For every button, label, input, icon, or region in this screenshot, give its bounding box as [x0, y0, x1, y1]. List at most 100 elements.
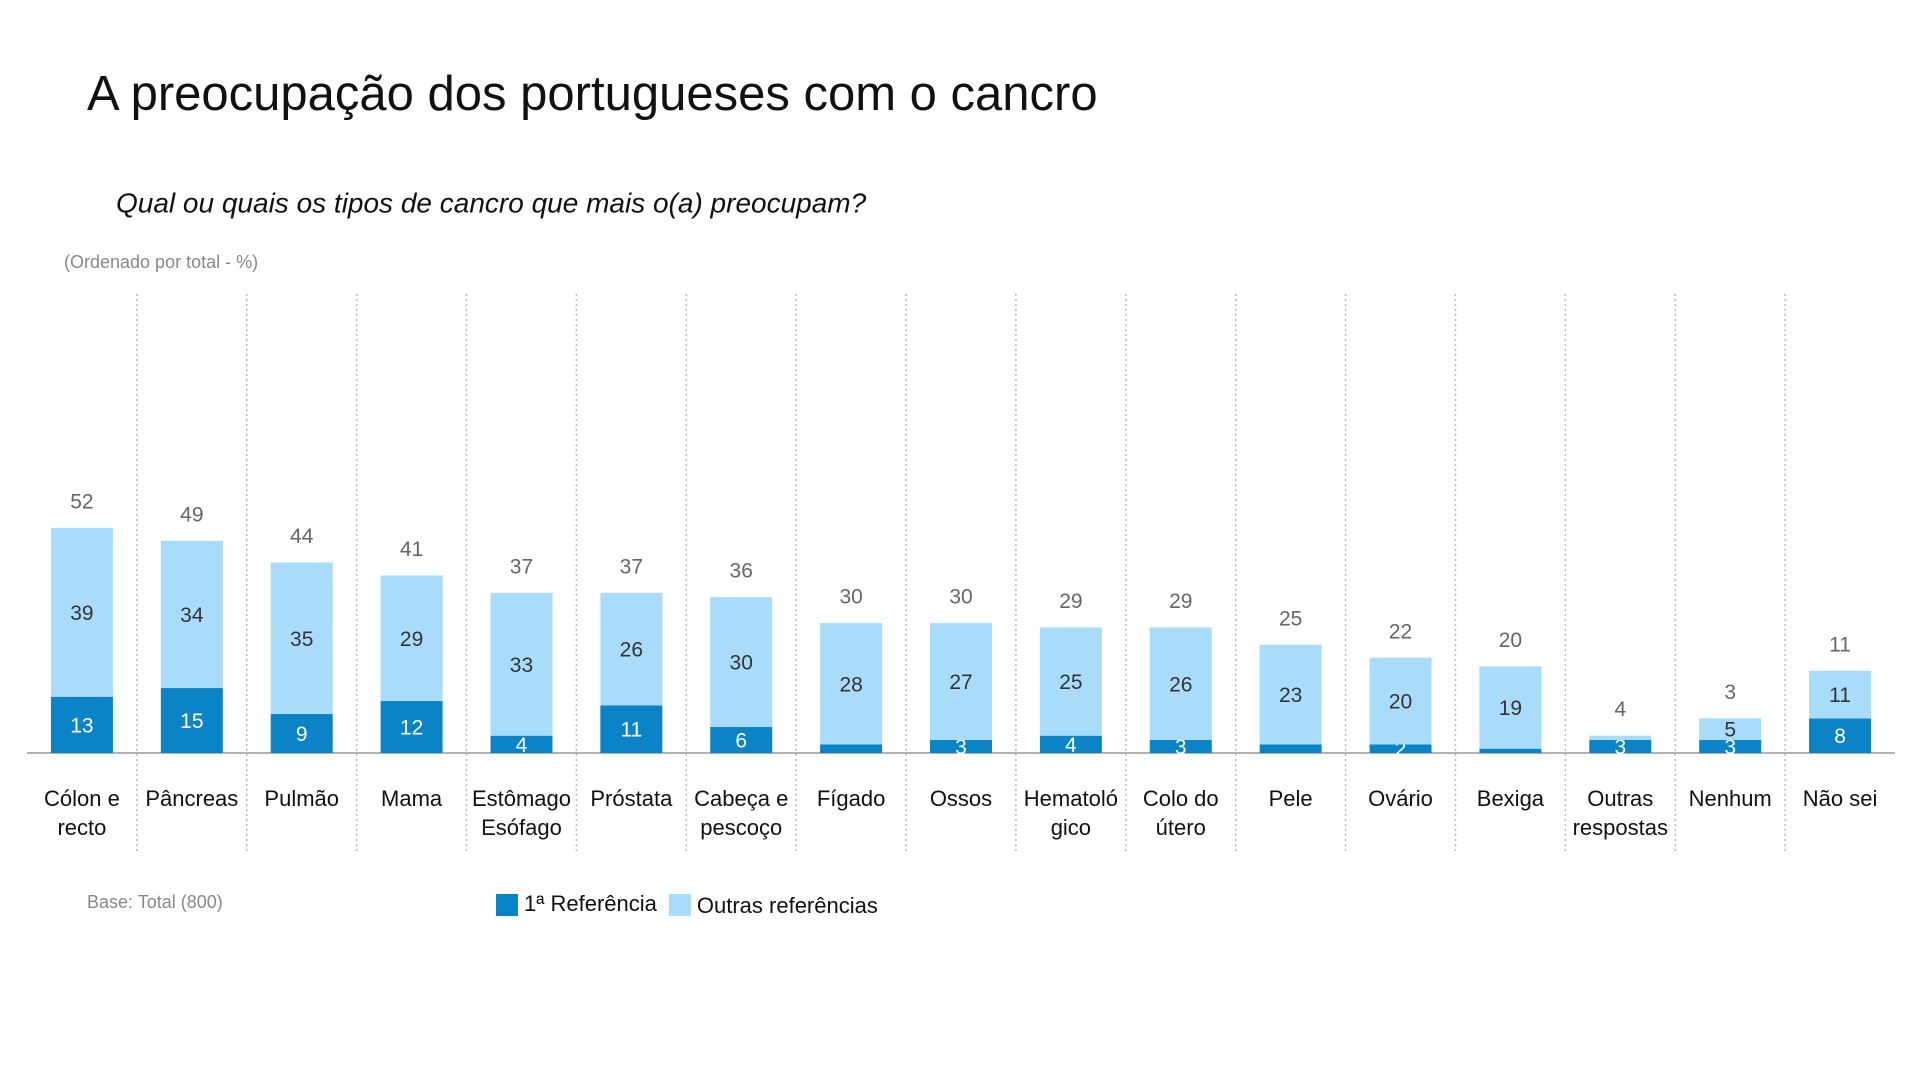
total-label: 22 [1389, 620, 1412, 643]
label-line: respostas [1573, 815, 1668, 840]
total-label: 41 [400, 538, 423, 561]
bar-segment [1809, 718, 1872, 753]
total-label: 30 [839, 586, 862, 609]
value-label: 23 [1279, 684, 1302, 707]
value-label: 15 [180, 710, 203, 733]
value-label: 9 [296, 723, 308, 746]
value-label: 27 [949, 671, 972, 694]
value-label: 28 [839, 673, 862, 696]
bar-segment [270, 714, 333, 753]
value-label: 3 [1614, 736, 1626, 759]
total-label: 29 [1059, 590, 1082, 613]
label-line: Cabeça e [694, 786, 788, 811]
value-label: 34 [180, 604, 204, 627]
x-tick-label: Ovário [1368, 786, 1433, 811]
value-label: 11 [1829, 684, 1851, 707]
label-line: Ossos [930, 786, 992, 811]
label-line: Pele [1269, 786, 1313, 811]
chart-subtitle: Qual ou quais os tipos de cancro que mai… [116, 187, 867, 218]
bar-segment [930, 740, 992, 753]
total-label: 37 [510, 555, 533, 578]
bar-segment [820, 623, 883, 745]
bar-segment [160, 540, 223, 689]
label-line: Nenhum [1689, 786, 1772, 811]
x-tick-label: Estômago Esófago [472, 786, 571, 840]
total-label: 44 [290, 525, 314, 548]
bar-segment [1149, 627, 1212, 741]
value-label: 6 [735, 730, 747, 753]
label-line: recto [57, 815, 106, 840]
x-tick-label: Pulmão [264, 786, 339, 811]
value-label: 25 [1059, 671, 1082, 694]
label-line: pescoço [700, 815, 782, 840]
total-label: 4 [1614, 698, 1626, 721]
bar-segment [380, 575, 443, 702]
value-label: 12 [400, 717, 423, 740]
label-line: Hematoló [1024, 786, 1118, 811]
label-line: Colo do [1143, 786, 1219, 811]
x-tick-label: Bexiga [1477, 786, 1545, 811]
bar-segment [1039, 735, 1102, 753]
value-label: 33 [510, 654, 533, 677]
x-tick-label: Ossos [930, 786, 992, 811]
bar-segment [1369, 744, 1432, 753]
legend-swatch [496, 894, 518, 916]
bar-segment [490, 592, 553, 736]
label-line: Outras [1587, 786, 1653, 811]
label-line: Pulmão [264, 786, 339, 811]
value-label: 20 [1389, 691, 1412, 714]
total-label: 36 [730, 560, 753, 583]
x-tick-label: Cólon e recto [44, 786, 120, 840]
total-label: 20 [1499, 629, 1522, 652]
value-label: 2 [1395, 738, 1407, 761]
legend-label: 1ª Referência [524, 891, 658, 916]
bar-segment [820, 744, 883, 753]
label-line: Cólon e [44, 786, 120, 811]
total-label: 25 [1279, 607, 1302, 630]
bar-segment [1699, 740, 1762, 753]
x-tick-label: Cabeça e pescoço [694, 786, 788, 840]
x-tick-label: Colo do útero [1143, 786, 1219, 840]
label-line: útero [1156, 815, 1206, 840]
label-line: Ovário [1368, 786, 1433, 811]
chart-note: (Ordenado por total - %) [64, 252, 258, 272]
x-tick-label: Hematoló gico [1024, 786, 1118, 840]
value-label: 26 [620, 639, 643, 662]
x-tick-label: Pâncreas [145, 786, 238, 811]
bar-segment [490, 735, 553, 753]
label-line: gico [1051, 815, 1091, 840]
bar-segment [1589, 740, 1652, 753]
footnote: Base: Total (800) [87, 892, 223, 912]
x-tick-label: Próstata [590, 786, 673, 811]
total-label: 37 [620, 555, 643, 578]
value-label: 4 [516, 734, 528, 757]
legend-label: Outras referências [697, 893, 878, 918]
label-line: Bexiga [1477, 786, 1545, 811]
value-label: 29 [400, 628, 423, 651]
bar-segment [1479, 748, 1542, 753]
label-line: Mama [381, 786, 443, 811]
x-tick-label: Outras respostas [1573, 786, 1668, 840]
bar-segment [1259, 644, 1322, 745]
bar-segment [270, 562, 333, 715]
legend-swatch [668, 894, 691, 916]
x-tick-label: Pele [1269, 786, 1313, 811]
total-label: 3 [1724, 681, 1736, 704]
value-label: 5 [1724, 719, 1736, 742]
bar-segment [1369, 657, 1432, 745]
label-line: Próstata [590, 786, 673, 811]
chart-title: A preocupação dos portugueses com o canc… [87, 67, 1098, 121]
bar-segment [380, 701, 443, 753]
value-label: 30 [730, 652, 753, 675]
value-label: 13 [70, 714, 93, 737]
value-label: 39 [70, 602, 93, 625]
total-label: 29 [1169, 590, 1192, 613]
x-tick-label: Mama [381, 786, 443, 811]
value-label: 8 [1834, 725, 1846, 748]
value-label: 26 [1169, 673, 1192, 696]
value-label: 19 [1499, 697, 1522, 720]
bar-segment [1809, 670, 1872, 719]
label-line: Estômago [472, 786, 571, 811]
bar-segment [160, 688, 223, 753]
label-line: Não sei [1803, 786, 1878, 811]
